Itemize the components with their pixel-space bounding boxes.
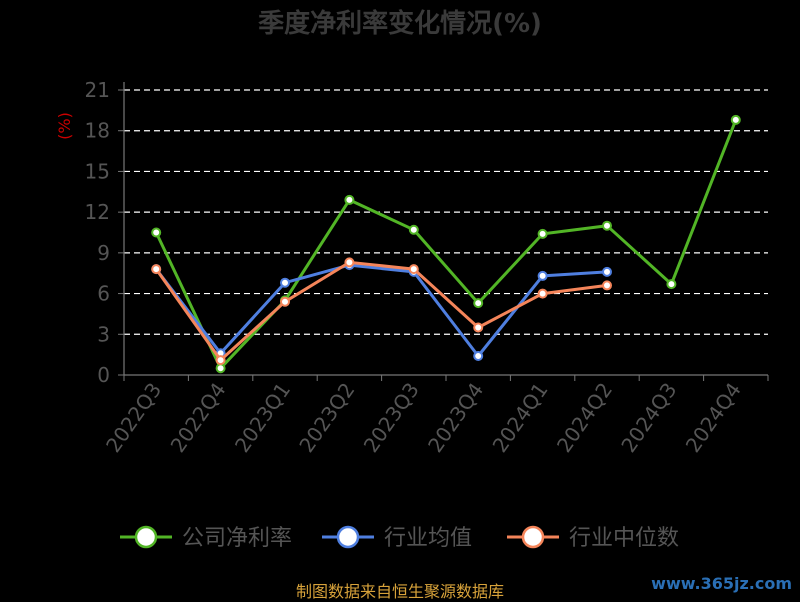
y-tick-label: 12 <box>85 200 110 224</box>
legend-marker <box>134 525 158 549</box>
data-point <box>408 224 419 235</box>
y-tick-label: 9 <box>97 241 110 265</box>
x-tick-label: 2022Q4 <box>166 378 231 457</box>
series-1 <box>151 114 741 374</box>
data-source-note: 制图数据来自恒生聚源数据库 <box>295 582 504 601</box>
axes <box>118 82 769 381</box>
data-point <box>408 264 419 275</box>
data-point <box>602 280 612 291</box>
legend-label: 行业中位数 <box>569 526 679 551</box>
x-tick-label: 2024Q3 <box>616 378 681 457</box>
x-tick-label: 2024Q1 <box>488 378 553 457</box>
legend-item-2[interactable]: 行业均值 <box>322 525 472 551</box>
data-point <box>473 351 484 361</box>
y-tick-label: 15 <box>85 159 110 183</box>
data-point <box>151 227 162 238</box>
y-tick-labels: 0 3 6 9 12 15 18 21 <box>85 78 110 387</box>
x-tick-label: 2022Q3 <box>101 378 166 457</box>
data-point <box>473 298 484 309</box>
series-line <box>154 260 609 362</box>
legend-label: 行业均值 <box>384 526 472 551</box>
legend[interactable]: 公司净利率 行业均值 行业中位数 <box>120 525 679 551</box>
x-tick-label: 2023Q4 <box>423 378 488 457</box>
y-tick-label: 0 <box>97 363 110 387</box>
series-3 <box>151 257 612 366</box>
data-point <box>280 277 290 288</box>
watermark-logo: www.365jz.com <box>651 574 792 593</box>
x-tick-label: 2023Q2 <box>294 378 359 457</box>
series-group <box>151 114 741 374</box>
y-axis-unit: (%) <box>55 112 74 140</box>
data-point <box>215 363 226 374</box>
data-point <box>537 270 548 281</box>
data-point <box>537 228 548 239</box>
x-tick-labels: 2022Q3 2022Q4 2023Q1 2023Q2 2023Q3 2023Q4 2024… <box>101 378 746 457</box>
y-tick-label: 18 <box>85 119 110 143</box>
y-tick-label: 6 <box>97 282 110 306</box>
data-point <box>344 194 355 205</box>
data-point <box>730 114 741 125</box>
series-line <box>154 118 738 370</box>
data-point <box>537 288 548 299</box>
data-point <box>344 257 355 268</box>
x-tick-label: 2024Q4 <box>681 378 746 457</box>
grid <box>124 89 768 335</box>
data-point <box>280 296 290 307</box>
data-point <box>151 264 162 275</box>
data-point <box>215 355 226 366</box>
x-tick-label: 2023Q1 <box>230 378 295 457</box>
legend-label: 公司净利率 <box>182 526 292 551</box>
legend-marker <box>336 525 360 549</box>
chart-title: 季度净利率变化情况(%) <box>258 8 542 39</box>
y-tick-label: 21 <box>85 78 110 102</box>
y-tick-label: 3 <box>97 322 110 346</box>
series-2 <box>151 260 612 361</box>
data-point <box>602 220 612 231</box>
series-line <box>154 263 609 358</box>
legend-item-1[interactable]: 公司净利率 <box>120 525 292 551</box>
data-point <box>602 266 612 277</box>
x-tick-label: 2024Q2 <box>552 378 617 457</box>
data-point <box>473 322 484 333</box>
x-tick-label: 2023Q3 <box>359 378 424 457</box>
legend-item-3[interactable]: 行业中位数 <box>507 525 679 551</box>
data-point <box>666 279 677 290</box>
legend-marker <box>521 525 545 549</box>
